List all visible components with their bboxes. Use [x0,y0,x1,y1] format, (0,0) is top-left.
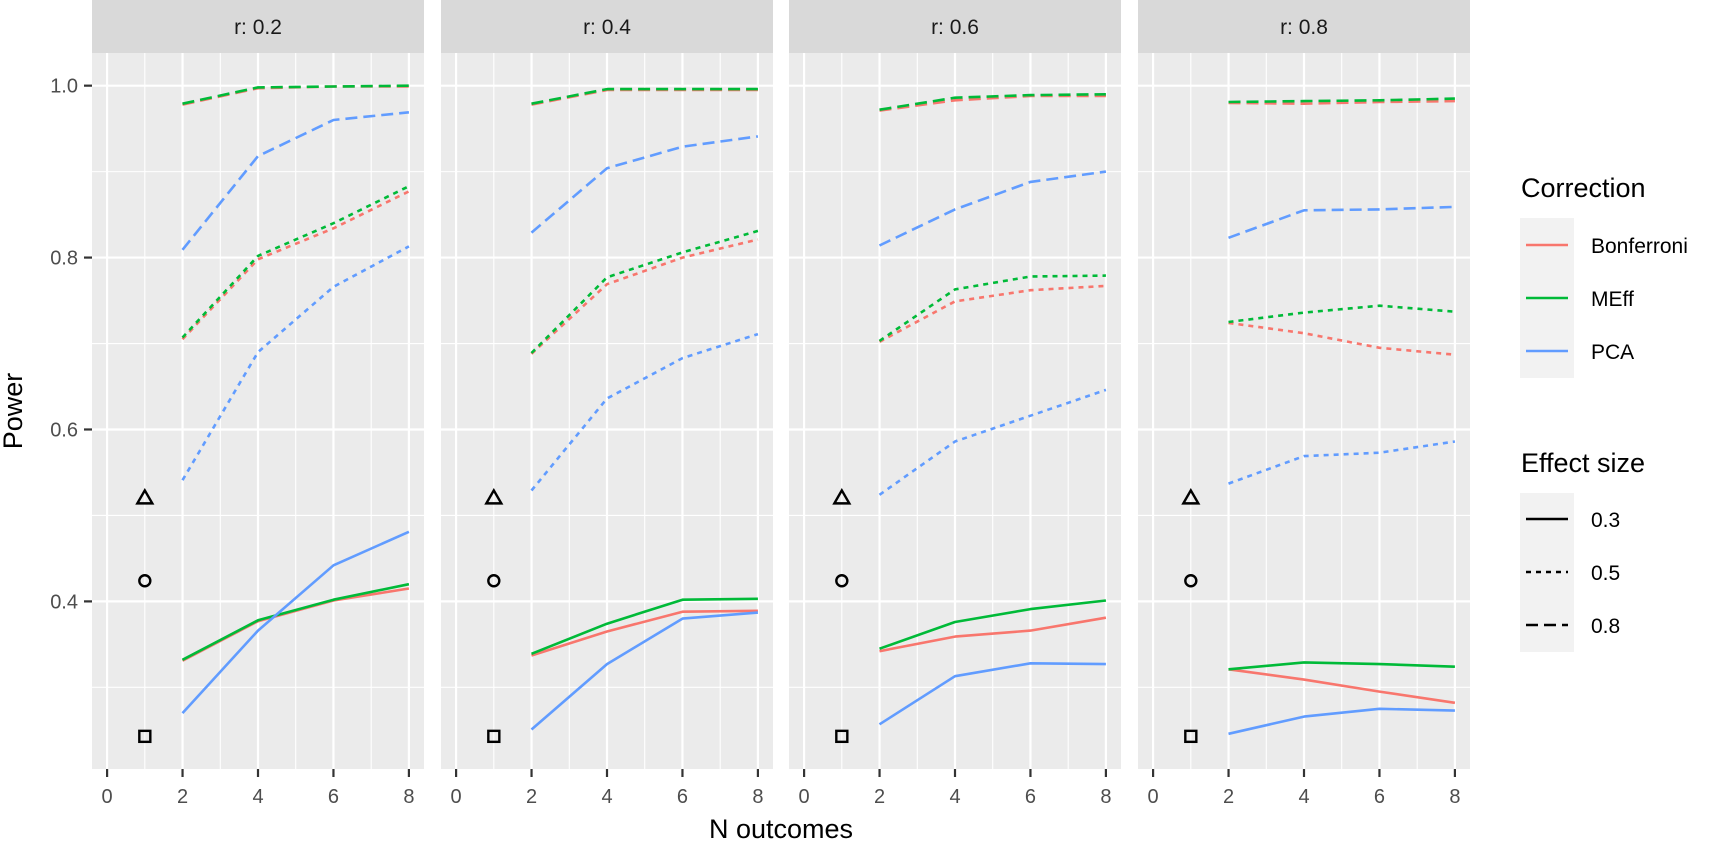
reference-point-square [1184,729,1198,744]
legend-item-pca[interactable]: PCA [1526,341,1634,364]
series-line-meff-effect-0-3 [181,582,410,661]
series-line-meff-effect-0-5 [1228,304,1456,324]
legend-effect-size-title: Effect size [1521,448,1645,478]
x-tick-label: 8 [1100,786,1111,808]
facet-strip [789,0,1121,53]
legend-item-effect-0-5[interactable]: 0.5 [1526,562,1620,585]
series-line-bonferroni-effect-0-5 [1228,321,1456,356]
facet-panel-r-0-2: r: 0.2 0 2 4 6 8 [92,0,424,808]
series-line-meff-effect-0-5 [530,229,759,354]
series-line-pca-effect-0-5 [1228,440,1456,485]
x-tick-label: 0 [451,786,462,808]
reference-point-triangle [135,487,155,505]
x-tick-label: 8 [752,786,763,808]
facet-strip-label: r: 0.8 [1280,16,1328,39]
series-line-meff-effect-0-5 [181,185,410,339]
series-line-meff-effect-0-3 [879,599,1107,650]
reference-point-square [138,729,152,744]
facet-panel-r-0-8: r: 0.8 0 2 4 6 8 [1138,0,1470,808]
x-tick-label: 0 [1148,786,1159,808]
y-tick-label: 0.6 [50,419,78,441]
facet-strip-label: r: 0.2 [234,16,282,39]
x-tick-label: 0 [799,786,810,808]
series-line-pca-effect-0-8 [1228,205,1455,240]
series-line-pca-effect-0-3 [1228,707,1455,736]
legend-label-bonferroni: Bonferroni [1591,235,1688,258]
y-axis: 0.4 0.6 0.8 1.0 [50,76,92,613]
reference-point-circle [835,574,849,588]
x-tick-label: 6 [677,786,688,808]
reference-point-circle [138,574,152,588]
legend-label-effect-0-5: 0.5 [1591,562,1620,585]
facet-strip-label: r: 0.4 [583,16,631,39]
reference-point-triangle [832,487,852,505]
legend-item-effect-0-8[interactable]: 0.8 [1526,615,1620,638]
x-axis-title: N outcomes [709,814,853,843]
series-line-meff-effect-0-8 [879,93,1106,111]
legend-label-pca: PCA [1591,341,1634,364]
facet-panel-r-0-4: r: 0.4 0 2 4 6 8 [441,0,773,808]
x-tick-label: 4 [601,786,612,808]
facet-panel-r-0-6: r: 0.6 0 2 4 6 8 [789,0,1121,808]
series-line-meff-effect-0-8 [1228,97,1455,104]
series-line-pca-effect-0-3 [181,530,410,714]
y-tick-label: 0.8 [50,248,78,270]
x-tick-label: 4 [252,786,263,808]
series-line-pca-effect-0-5 [878,388,1107,496]
legend-effect-size: Effect size 0.3 0.5 0.8 [1520,448,1645,652]
facet-strip [1138,0,1470,53]
reference-point-circle [487,574,501,588]
x-tick-label: 0 [102,786,113,808]
x-tick-label: 4 [1298,786,1309,808]
legend-item-bonferroni[interactable]: Bonferroni [1526,235,1688,258]
series-line-meff-effect-0-3 [531,597,758,656]
x-tick-label: 2 [526,786,537,808]
series-line-bonferroni-effect-0-3 [531,609,758,657]
x-tick-label: 2 [874,786,885,808]
reference-point-triangle [484,487,504,505]
series-line-bonferroni-effect-0-3 [1228,668,1456,705]
series-line-bonferroni-effect-0-5 [181,190,410,341]
x-tick-label: 6 [1374,786,1385,808]
series-line-meff-effect-0-8 [182,84,409,105]
x-tick-label: 8 [403,786,414,808]
series-line-bonferroni-effect-0-3 [879,616,1107,653]
legend-label-meff: MEff [1591,288,1634,311]
x-tick-label: 2 [1223,786,1234,808]
facet-strip [92,0,424,53]
y-tick-label: 1.0 [50,76,78,98]
series-line-pca-effect-0-8 [878,170,1107,247]
x-tick-label: 6 [1025,786,1036,808]
x-tick-label: 8 [1449,786,1460,808]
facet-strip-label: r: 0.6 [931,16,979,39]
legend-item-effect-0-3[interactable]: 0.3 [1526,509,1620,532]
y-axis-title: Power [0,373,28,450]
reference-point-circle [1184,574,1198,588]
x-tick-label: 4 [949,786,960,808]
reference-point-triangle [1181,487,1201,505]
series-line-pca-effect-0-3 [530,611,759,731]
legend-label-effect-0-3: 0.3 [1591,509,1620,532]
series-line-bonferroni-effect-0-5 [878,284,1106,343]
series-line-meff-effect-0-8 [531,87,758,105]
reference-point-square [487,729,501,744]
reference-point-square [835,729,849,744]
series-line-pca-effect-0-5 [181,245,410,481]
facet-strip [441,0,773,53]
y-tick-label: 0.4 [50,591,78,613]
x-tick-label: 6 [328,786,339,808]
legend-correction: Correction Bonferroni MEff PCA [1520,173,1688,378]
x-tick-label: 2 [177,786,188,808]
legend-item-meff[interactable]: MEff [1526,288,1634,311]
series-line-pca-effect-0-5 [530,332,759,492]
series-line-bonferroni-effect-0-5 [530,238,759,355]
facet-panels: r: 0.2 0 2 4 6 8 r: 0.4 0 2 4 6 8 r: 0.6 0 2 4 6 8 r: 0.8 0… [92,0,1470,808]
legend-label-effect-0-8: 0.8 [1591,615,1620,638]
series-line-pca-effect-0-8 [181,111,410,251]
series-line-pca-effect-0-3 [878,661,1106,726]
legend-correction-title: Correction [1521,173,1646,203]
series-line-bonferroni-effect-0-8 [1228,99,1455,105]
series-line-meff-effect-0-3 [1228,661,1455,671]
